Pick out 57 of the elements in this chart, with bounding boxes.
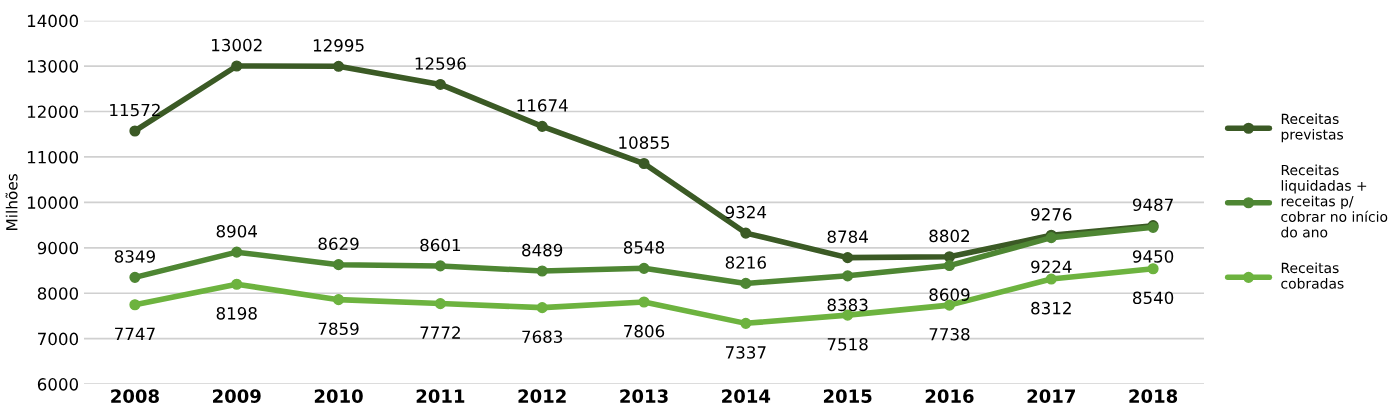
data-label: 8548: [623, 241, 665, 254]
y-tick-label: 7000: [38, 332, 79, 346]
y-tick-label: 10000: [27, 196, 79, 209]
data-label: 8802: [929, 229, 969, 243]
legend-label: Receitas cobradas: [1281, 262, 1344, 289]
data-label: 13002: [212, 38, 262, 52]
data-label: 11572: [110, 103, 160, 117]
x-tick-label: 2008: [111, 389, 159, 403]
x-tick-label: 2017: [1027, 389, 1075, 403]
data-label: 9450: [1132, 250, 1174, 263]
x-tick-label: 2018: [1129, 389, 1178, 403]
data-label: 8601: [420, 238, 461, 252]
data-label: 7337: [725, 346, 766, 359]
data-label: 8904: [216, 224, 257, 238]
y-tick-label: 6000: [37, 378, 79, 391]
data-label: 7806: [624, 324, 665, 338]
data-label: 9224: [1031, 260, 1072, 274]
data-label: 8312: [1031, 301, 1071, 315]
y-tick-label: 8000: [37, 287, 79, 300]
data-label: 12596: [415, 57, 466, 70]
data-label: 7738: [929, 327, 970, 341]
legend-label: Receitas previstas: [1281, 113, 1344, 143]
data-label: 7772: [420, 326, 460, 339]
data-label: 8489: [522, 243, 563, 257]
data-label: 8216: [725, 256, 766, 269]
data-label: 8540: [1133, 291, 1174, 305]
x-tick-label: 2011: [416, 389, 465, 403]
data-label: 8784: [827, 230, 868, 243]
legend-label: Receitas liquidadas + receitas p/ cobrar no início do ano: [1281, 164, 1388, 238]
y-tick-label: 14000: [27, 14, 79, 28]
data-label: 11674: [517, 99, 568, 112]
x-tick-label: 2012: [518, 389, 566, 403]
x-tick-label: 2009: [213, 389, 261, 403]
data-label: 9276: [1031, 208, 1072, 221]
x-tick-label: 2015: [823, 389, 872, 403]
x-tick-label: 2014: [722, 389, 771, 403]
data-label: 8349: [114, 250, 155, 263]
data-label: 8198: [216, 307, 257, 320]
data-label: 9487: [1132, 198, 1173, 212]
data-label: 7747: [115, 327, 155, 340]
data-label: 8383: [827, 298, 868, 312]
y-axis-title: Milhões: [5, 174, 18, 230]
y-tick-label: 12000: [27, 105, 79, 119]
x-tick-label: 2013: [620, 389, 668, 403]
data-label: 7683: [522, 330, 563, 344]
y-tick-label: 13000: [27, 60, 79, 73]
y-tick-label: 11000: [27, 150, 79, 164]
data-label: 10855: [619, 136, 670, 149]
x-tick-label: 2010: [314, 389, 363, 403]
data-label: 9324: [725, 205, 767, 219]
data-label: 7859: [318, 322, 359, 336]
data-label: 7518: [827, 337, 868, 351]
y-tick-label: 9000: [37, 241, 79, 255]
data-label: 8609: [929, 288, 970, 301]
x-tick-label: 2016: [925, 389, 974, 403]
data-label: 12995: [313, 39, 364, 52]
data-label: 8629: [318, 237, 359, 251]
